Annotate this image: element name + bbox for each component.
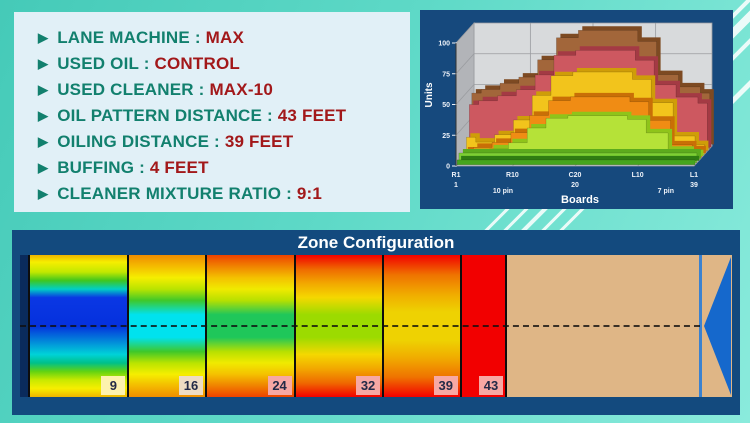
bullet-arrow-icon: ▶ [38, 56, 49, 71]
zone-distance-badge: 9 [101, 376, 126, 395]
spec-row: ▶ USED OIL : CONTROL [38, 51, 410, 77]
tick-label: 50 [442, 102, 450, 109]
bullet-arrow-icon: ▶ [38, 30, 49, 45]
spec-value: 43 FEET [277, 106, 347, 125]
bullet-arrow-icon: ▶ [38, 82, 49, 97]
units-layer-0-front-top [461, 155, 700, 161]
spec-label: LANE MACHINE : [57, 28, 206, 47]
bullet-arrow-icon: ▶ [38, 108, 49, 123]
spec-row: ▶ USED CLEANER : MAX-10 [38, 77, 410, 103]
tick-label: C20 [569, 172, 582, 179]
tick-label: 20 [571, 182, 579, 189]
tick-label: 10 pin [493, 188, 513, 195]
spec-label: CLEANER MIXTURE RATIO : [57, 184, 297, 203]
deck-split-line [699, 255, 702, 397]
spec-label: USED OIL : [57, 54, 155, 73]
spec-value: 9:1 [296, 184, 323, 203]
bullet-arrow-icon: ▶ [38, 186, 49, 201]
pin-deck-arrow-icon [704, 257, 731, 395]
spec-row: ▶ CLEANER MIXTURE RATIO : 9:1 [38, 181, 410, 207]
tick-label: L1 [690, 172, 698, 179]
bullet-arrow-icon: ▶ [38, 160, 49, 175]
zone-configuration-title: Zone Configuration [297, 233, 455, 252]
tick-label: 0 [446, 164, 450, 171]
spec-value: MAX-10 [209, 80, 273, 99]
zone-distance-badge: 24 [267, 376, 292, 395]
spec-label: OILING DISTANCE : [57, 132, 225, 151]
spec-value: CONTROL [154, 54, 240, 73]
oil-pattern-chart-panel: 0 25 50 75 100 R1 R10 C20 L10 L1 1 10 pin 20 7 pin 39 … [420, 10, 733, 209]
spec-label: OIL PATTERN DISTANCE : [57, 106, 278, 125]
spec-value: 39 FEET [224, 132, 294, 151]
tick-label: 25 [442, 133, 450, 140]
tick-label: R1 [452, 172, 461, 179]
spec-value: 4 FEET [149, 158, 209, 177]
tick-label: 7 pin [658, 188, 674, 195]
lane-center-dashed-line [20, 325, 700, 327]
spec-row: ▶ BUFFING : 4 FEET [38, 155, 410, 181]
spec-row: ▶ OIL PATTERN DISTANCE : 43 FEET [38, 103, 410, 129]
tick-label: 39 [690, 182, 698, 189]
chart-axis-ticks: 0 25 50 75 100 R1 R10 C20 L10 L1 1 10 pin 20 7 pin 39 [438, 41, 698, 196]
tick-label: R10 [506, 172, 519, 179]
machine-spec-list: ▶ LANE MACHINE : MAX ▶ USED OIL : CONTROL ▶ U… [38, 25, 410, 207]
spec-value: MAX [205, 28, 245, 47]
x-axis-title: Boards [561, 194, 599, 206]
spec-row: ▶ OILING DISTANCE : 39 FEET [38, 129, 410, 155]
zone-distance-badge: 16 [179, 376, 204, 395]
lane-strip: 9 16 24 32 39 43 [20, 255, 732, 397]
y-axis-title: Units [424, 82, 435, 107]
pin-deck-arrow-box [702, 255, 732, 397]
machine-spec-panel: ▶ LANE MACHINE : MAX ▶ USED OIL : CONTROL ▶ U… [14, 12, 410, 212]
chart-series [456, 26, 714, 166]
spec-label: BUFFING : [57, 158, 150, 177]
tick-label: L10 [632, 172, 644, 179]
tick-label: 75 [442, 71, 450, 78]
tick-label: 1 [454, 182, 458, 189]
spec-row: ▶ LANE MACHINE : MAX [38, 25, 410, 51]
tick-label: 100 [438, 41, 450, 48]
bullet-arrow-icon: ▶ [38, 134, 49, 149]
zone-configuration-panel: Zone Configuration 9 16 24 32 39 43 [12, 230, 740, 415]
spec-label: USED CLEANER : [57, 80, 210, 99]
zone-distance-badge: 43 [479, 376, 504, 395]
units-layer-0-front [456, 159, 696, 166]
zone-distance-badge: 39 [433, 376, 458, 395]
zone-distance-badge: 32 [356, 376, 381, 395]
